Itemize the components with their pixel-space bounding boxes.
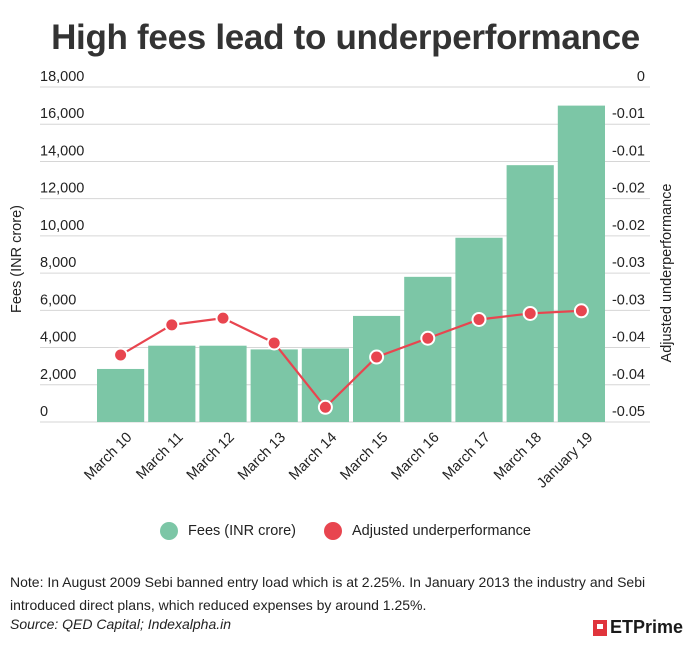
legend: Fees (INR crore) Adjusted underperforman… [0,522,691,540]
y-tick-label: 2,000 [40,367,76,383]
legend-item-underperformance: Adjusted underperformance [324,522,531,540]
y-tick-label: 8,000 [40,255,76,271]
point-march-14 [317,399,333,415]
bar-january-19 [557,105,605,422]
legend-swatch-underperformance [324,522,342,540]
point-january-19 [573,303,589,319]
y-tick-label: 4,000 [40,330,76,346]
point-march-16 [420,330,436,346]
bar-march-17 [455,237,503,422]
brand-logo: ETPrime [592,617,683,638]
right-axis-label: Adjusted underperformance [659,184,675,363]
x-tick-label: March 18 [491,430,545,484]
y-tick-label: 12,000 [40,181,84,197]
source-line: Source: QED Capital; Indexalpha.in [10,616,232,632]
x-tick-label: March 16 [389,430,443,484]
x-tick-label: March 11 [133,430,186,483]
y2-tick-label: -0.02 [612,218,645,234]
chart-plot: 18,000 16,000 14,000 12,000 10,000 8,000 6,000… [9,69,675,492]
y-tick-label: 16,000 [40,106,84,122]
y-tick-label: 14,000 [40,143,84,159]
point-march-15 [369,349,385,365]
y2-tick-label: 0 [637,69,645,85]
bar-march-16 [404,276,452,422]
brand-icon [592,619,607,636]
legend-label-fees: Fees (INR crore) [188,523,296,539]
left-axis-ticks: 18,000 16,000 14,000 12,000 10,000 8,000 6,000… [40,69,84,420]
chart-title: High fees lead to underperformance [51,18,640,57]
bar-march-12 [199,345,247,422]
footnote: Note: In August 2009 Sebi banned entry l… [10,574,646,613]
point-march-18 [522,305,538,321]
underperformance-line [113,303,589,415]
y2-tick-label: -0.01 [612,143,645,159]
x-tick-label: March 12 [184,430,238,484]
x-tick-label: January 19 [534,430,596,492]
legend-item-fees: Fees (INR crore) [160,522,296,540]
point-march-12 [215,310,231,326]
point-march-17 [471,311,487,327]
point-march-10 [113,347,129,363]
x-tick-label: March 10 [81,430,135,484]
x-tick-label: March 13 [235,430,289,484]
underperformance-line-path [120,309,582,409]
y-tick-label: 18,000 [40,69,84,85]
point-march-13 [266,335,282,351]
y2-tick-label: -0.03 [612,255,645,271]
y2-tick-label: -0.03 [612,292,645,308]
x-tick-label: March 17 [440,430,494,484]
legend-label-underperformance: Adjusted underperformance [352,523,531,539]
x-tick-label: March 15 [337,430,391,484]
brand-name: ETPrime [609,617,683,637]
left-axis-label: Fees (INR crore) [9,205,25,313]
bar-march-13 [250,349,298,422]
y-tick-label: 10,000 [40,218,84,234]
y2-tick-label: -0.04 [612,330,645,346]
y-tick-label: 6,000 [40,292,76,308]
y2-tick-label: -0.05 [612,404,645,420]
bar-march-10 [97,368,145,422]
bar-march-15 [353,315,401,422]
right-axis-ticks: 0 -0.01 -0.01 -0.02 -0.02 -0.03 -0.03 -0.04 -0.0… [612,69,645,420]
point-march-11 [164,317,180,333]
legend-swatch-fees [160,522,179,540]
y2-tick-label: -0.01 [612,106,645,122]
fee-bars [97,105,605,422]
y-tick-label: 0 [40,404,48,420]
y2-tick-label: -0.02 [612,181,645,197]
bar-march-18 [506,165,554,422]
y2-tick-label: -0.04 [612,367,645,383]
x-tick-label: March 14 [286,430,340,484]
bar-march-11 [148,345,196,422]
